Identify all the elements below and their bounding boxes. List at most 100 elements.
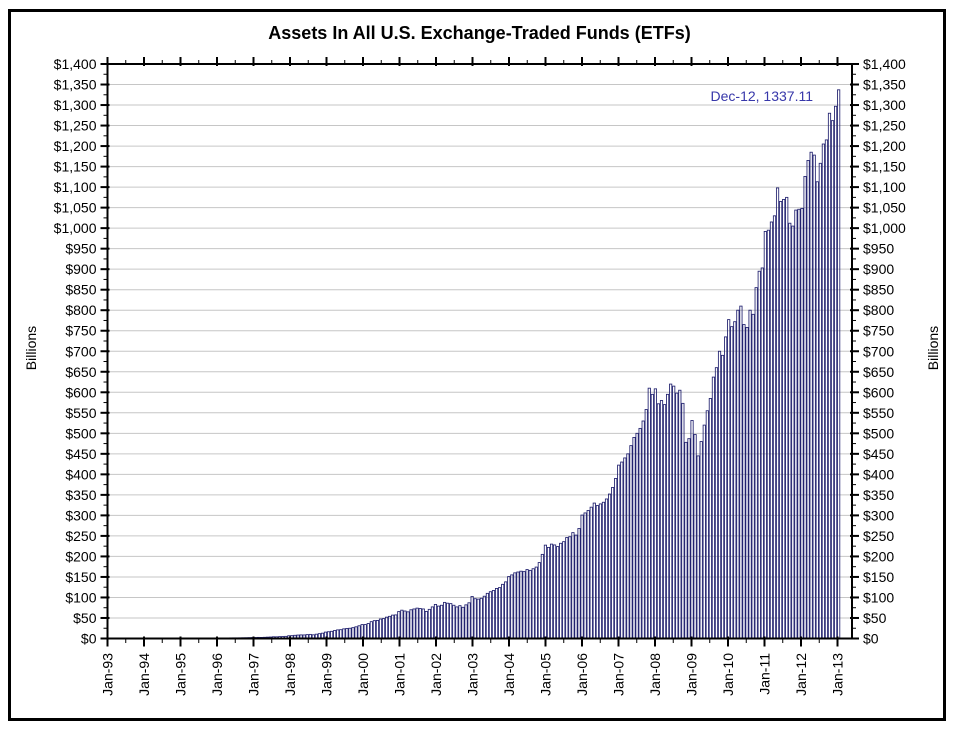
y-tick-label-left: $1,050: [54, 200, 97, 216]
bar: [788, 222, 792, 639]
bar: [433, 604, 438, 639]
bar: [409, 609, 413, 639]
bar: [638, 427, 642, 639]
y-tick-label-left: $1,300: [54, 97, 97, 113]
bar: [779, 201, 783, 639]
bar: [687, 438, 691, 639]
bar: [708, 398, 712, 639]
bar: [644, 409, 648, 639]
bar: [595, 505, 599, 639]
chart-title: Assets In All U.S. Exchange-Traded Funds…: [268, 23, 691, 43]
bar: [549, 543, 554, 639]
bar: [721, 354, 725, 639]
x-tick-label: Jan-97: [246, 653, 262, 696]
gridlines: [107, 84, 852, 619]
bar: [372, 620, 376, 639]
y-tick-label-left: $0: [81, 631, 97, 647]
y-tick-label-left: $1,100: [54, 179, 97, 195]
bar: [666, 393, 670, 639]
bar: [653, 388, 657, 639]
bar: [745, 327, 749, 639]
x-tick-label: Jan-04: [501, 653, 517, 696]
bar: [662, 404, 667, 639]
x-tick-label: Jan-09: [684, 653, 700, 696]
y-tick-label-right: $400: [863, 466, 894, 482]
y-tick-label-left: $450: [65, 446, 96, 462]
y-tick-label-right: $500: [863, 425, 894, 441]
bar: [537, 562, 541, 639]
bar: [669, 383, 673, 639]
bar: [794, 209, 798, 639]
bar: [400, 609, 404, 639]
y-tick-label-left: $500: [65, 425, 96, 441]
bar: [360, 624, 364, 639]
bar: [546, 546, 551, 639]
y-tick-label-left: $750: [65, 323, 96, 339]
y-tick-label-right: $900: [863, 261, 894, 277]
bar: [589, 506, 593, 639]
y-tick-label-left: $800: [65, 302, 96, 318]
y-tick-label-left: $50: [73, 610, 97, 626]
y-tick-label-right: $1,250: [863, 118, 906, 134]
y-tick-label-right: $1,150: [863, 159, 906, 175]
bar: [614, 478, 618, 639]
bar: [632, 437, 636, 639]
bar: [656, 403, 661, 639]
bar: [754, 287, 758, 639]
bar: [391, 614, 395, 639]
bar: [452, 604, 456, 639]
bar: [812, 154, 816, 639]
bar: [504, 581, 508, 639]
bar: [751, 313, 755, 639]
bar: [815, 181, 819, 639]
bar: [430, 606, 434, 639]
bar: [809, 151, 813, 639]
bar: [461, 606, 465, 639]
y-tick-label-left: $1,250: [54, 118, 97, 134]
y-tick-label-right: $800: [863, 302, 894, 318]
bar: [348, 627, 352, 639]
bar: [830, 120, 835, 639]
y-tick-label-right: $150: [863, 569, 894, 585]
bar: [339, 629, 343, 639]
bar: [366, 623, 370, 639]
y-tick-label-left: $1,350: [54, 77, 97, 93]
y-tick-label-left: $900: [65, 261, 96, 277]
x-tick-label: Jan-02: [428, 653, 444, 696]
bar: [556, 546, 560, 639]
y-tick-label-left: $600: [65, 384, 96, 400]
bar: [797, 208, 801, 639]
bar: [494, 588, 499, 639]
y-tick-label-right: $1,350: [863, 77, 906, 93]
bar: [424, 610, 428, 639]
bar: [690, 420, 694, 639]
bar: [724, 336, 728, 639]
bar: [330, 630, 334, 639]
bar: [519, 570, 523, 639]
y-tick-label-right: $650: [863, 364, 894, 380]
bar: [733, 321, 737, 639]
bar: [678, 389, 682, 639]
x-tick-label: Jan-94: [136, 653, 152, 696]
y-tick-label-left: $950: [65, 241, 96, 257]
y-tick-label-right: $350: [863, 487, 894, 503]
bar: [351, 627, 355, 639]
bar: [449, 603, 453, 639]
bar: [760, 267, 764, 639]
bar: [507, 576, 511, 639]
y-tick-label-right: $1,200: [863, 138, 906, 154]
bar: [415, 607, 419, 639]
y-tick-label-right: $1,000: [863, 220, 906, 236]
y-tick-label-right: $100: [863, 589, 894, 605]
bar: [821, 143, 825, 639]
y-tick-label-right: $1,300: [863, 97, 906, 113]
bar: [571, 532, 575, 639]
bar: [326, 631, 331, 639]
bar: [528, 569, 532, 639]
bar: [693, 434, 697, 639]
bar: [730, 326, 734, 639]
bar: [378, 618, 383, 639]
x-tick-label: Jan-93: [100, 653, 116, 696]
bar: [818, 162, 822, 639]
bar: [440, 604, 444, 639]
